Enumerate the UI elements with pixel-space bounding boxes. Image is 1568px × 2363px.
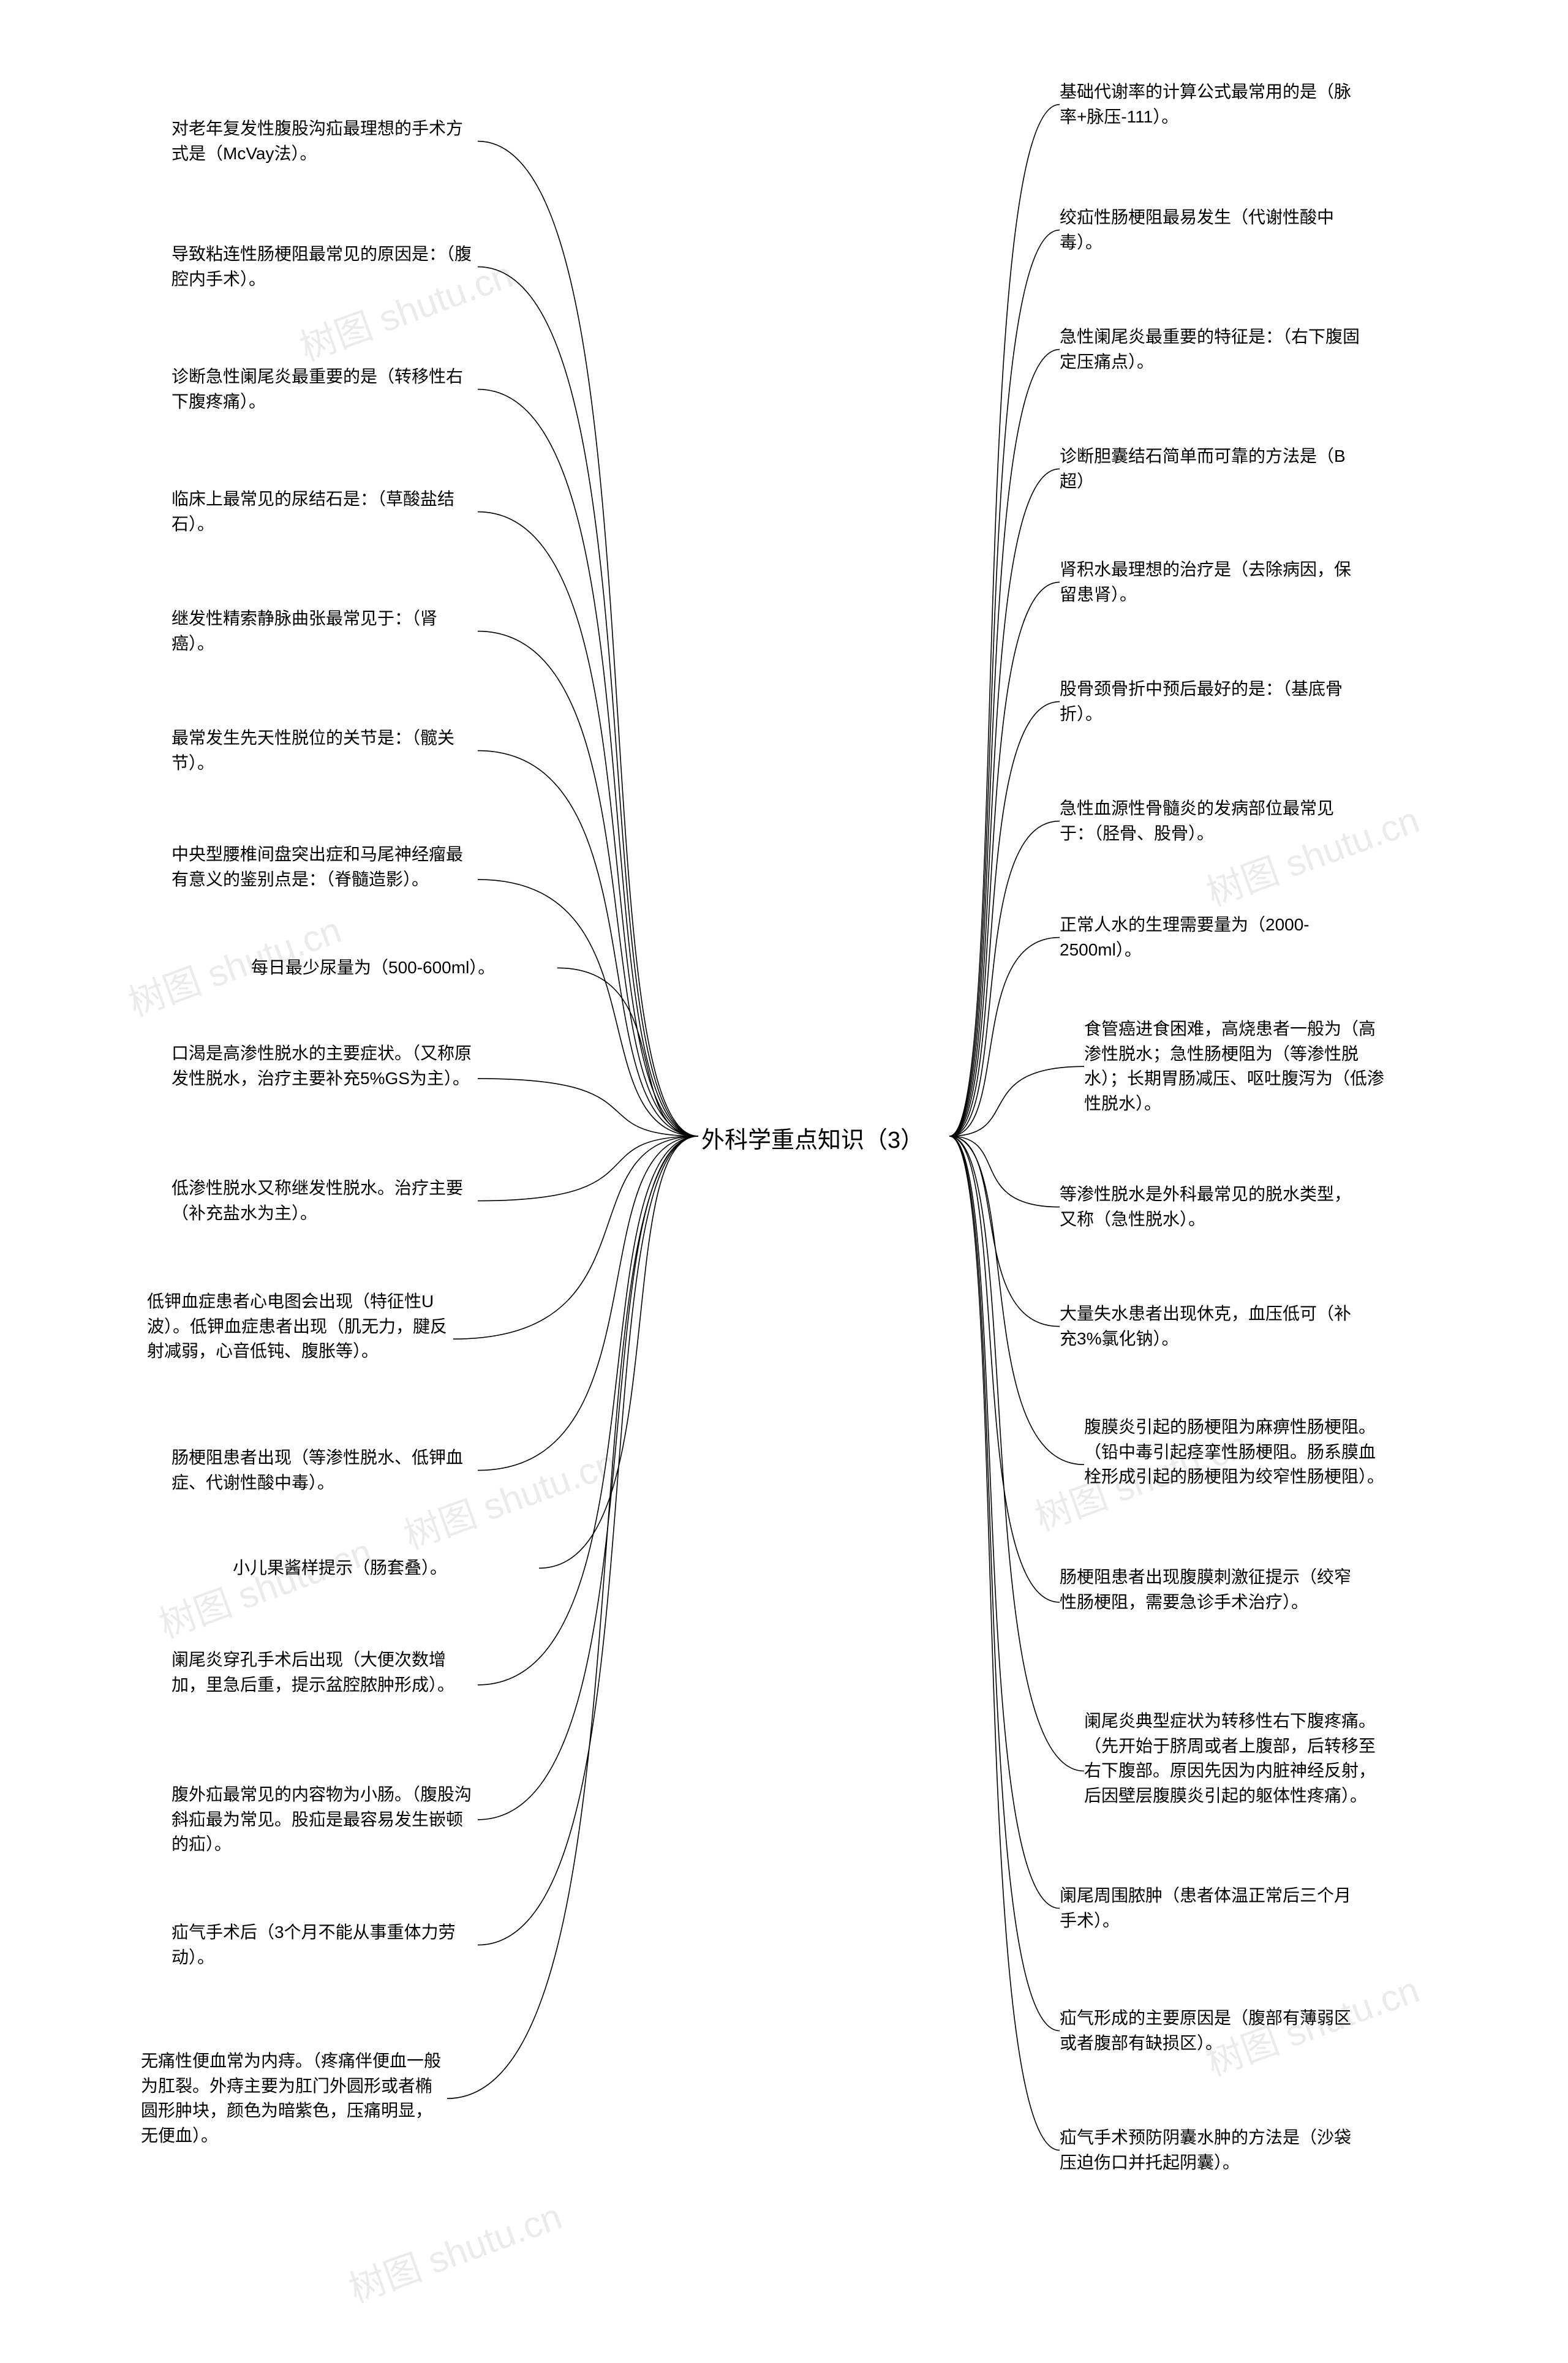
right-leaf-1: 绞疝性肠梗阻最易发生（代谢性酸中毒）。 <box>1060 205 1366 255</box>
right-leaf-6: 急性血源性骨髓炎的发病部位最常见于：（胫骨、股骨）。 <box>1060 796 1366 846</box>
left-leaf-15: 疝气手术后（3个月不能从事重体力劳动）。 <box>172 1920 478 1970</box>
right-leaf-13: 阑尾炎典型症状为转移性右下腹疼痛。（先开始于脐周或者上腹部，后转移至右下腹部。原… <box>1084 1709 1390 1808</box>
left-leaf-6: 中央型腰椎间盘突出症和马尾神经瘤最有意义的鉴别点是：（脊髓造影）。 <box>172 842 478 892</box>
left-leaf-10: 低钾血症患者心电图会出现（特征性U波）。低钾血症患者出现（肌无力，腱反射减弱，心… <box>147 1289 453 1364</box>
left-leaf-8: 口渴是高渗性脱水的主要症状。（又称原发性脱水，治疗主要补充5%GS为主）。 <box>172 1041 478 1091</box>
left-leaf-3: 临床上最常见的尿结石是：（草酸盐结石）。 <box>172 487 478 537</box>
left-leaf-9: 低渗性脱水又称继发性脱水。治疗主要（补充盐水为主）。 <box>172 1176 478 1226</box>
left-leaf-14: 腹外疝最常见的内容物为小肠。（腹股沟斜疝最为常见。股疝是最容易发生嵌顿的疝）。 <box>172 1782 478 1857</box>
left-leaf-11: 肠梗阻患者出现（等渗性脱水、低钾血症、代谢性酸中毒）。 <box>172 1445 478 1495</box>
left-leaf-0: 对老年复发性腹股沟疝最理想的手术方式是（McVay法）。 <box>172 116 478 166</box>
right-leaf-16: 疝气手术预防阴囊水肿的方法是（沙袋压迫伤口并托起阴囊）。 <box>1060 2125 1366 2175</box>
right-leaf-3: 诊断胆囊结石简单而可靠的方法是（B超） <box>1060 444 1366 494</box>
right-leaf-9: 等渗性脱水是外科最常见的脱水类型，又称（急性脱水）。 <box>1060 1182 1366 1232</box>
left-leaf-1: 导致粘连性肠梗阻最常见的原因是：（腹腔内手术）。 <box>172 242 478 292</box>
watermark-5: 树图 shutu.cn <box>151 1522 378 1648</box>
right-leaf-10: 大量失水患者出现休克，血压低可（补充3%氯化钠）。 <box>1060 1302 1366 1351</box>
left-leaf-12: 小儿果酱样提示（肠套叠）。 <box>233 1556 539 1581</box>
right-leaf-2: 急性阑尾炎最重要的特征是：（右下腹固定压痛点）。 <box>1060 325 1366 374</box>
left-leaf-2: 诊断急性阑尾炎最重要的是（转移性右下腹疼痛）。 <box>172 364 478 414</box>
left-leaf-5: 最常发生先天性脱位的关节是：（髋关节）。 <box>172 726 478 775</box>
right-leaf-4: 肾积水最理想的治疗是（去除病因，保留患肾）。 <box>1060 557 1366 607</box>
right-leaf-14: 阑尾周围脓肿（患者体温正常后三个月手术）。 <box>1060 1883 1366 1933</box>
left-leaf-7: 每日最少尿量为（500-600ml）。 <box>251 955 557 981</box>
right-leaf-12: 肠梗阻患者出现腹膜刺激征提示（绞窄性肠梗阻，需要急诊手术治疗）。 <box>1060 1565 1366 1615</box>
right-leaf-11: 腹膜炎引起的肠梗阻为麻痹性肠梗阻。（铅中毒引起痉挛性肠梗阻。肠系膜血栓形成引起的… <box>1084 1415 1390 1490</box>
left-leaf-4: 继发性精索静脉曲张最常见于：（肾癌）。 <box>172 606 478 656</box>
center-node: 外科学重点知识（3） <box>701 1121 959 1155</box>
right-leaf-8: 食管癌进食困难，高烧患者一般为（高渗性脱水；急性肠梗阻为（等渗性脱水）；长期胃肠… <box>1084 1017 1390 1116</box>
right-leaf-15: 疝气形成的主要原因是（腹部有薄弱区或者腹部有缺损区）。 <box>1060 2006 1366 2056</box>
left-leaf-16: 无痛性便血常为内痔。（疼痛伴便血一般为肛裂。外痔主要为肛门外圆形或者椭圆形肿块，… <box>141 2049 447 2148</box>
right-leaf-0: 基础代谢率的计算公式最常用的是（脉率+脉压-111）。 <box>1060 80 1366 129</box>
mindmap-canvas: 外科学重点知识（3） 对老年复发性腹股沟疝最理想的手术方式是（McVay法）。导… <box>0 0 1568 2363</box>
right-leaf-7: 正常人水的生理需要量为（2000-2500ml）。 <box>1060 913 1366 962</box>
watermark-7: 树图 shutu.cn <box>341 2187 568 2313</box>
right-leaf-5: 股骨颈骨折中预后最好的是：（基底骨折）。 <box>1060 677 1366 726</box>
left-leaf-13: 阑尾炎穿孔手术后出现（大便次数增加，里急后重，提示盆腔脓肿形成）。 <box>172 1648 478 1697</box>
